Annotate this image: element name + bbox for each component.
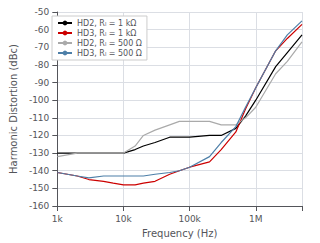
svg-text:-120: -120 [29,130,50,140]
svg-text:HD3, Rₗ = 1 kΩ: HD3, Rₗ = 1 kΩ [77,29,136,38]
svg-text:-50: -50 [35,7,50,17]
svg-text:-60: -60 [35,25,50,35]
svg-text:-90: -90 [35,78,50,88]
svg-text:Frequency (Hz): Frequency (Hz) [142,228,218,239]
svg-text:-110: -110 [29,113,50,123]
svg-text:HD3, Rₗ = 500 Ω: HD3, Rₗ = 500 Ω [77,49,142,58]
svg-text:-70: -70 [35,42,50,52]
svg-text:HD2, Rₗ = 1 kΩ: HD2, Rₗ = 1 kΩ [77,19,136,28]
svg-text:100k: 100k [178,214,201,224]
svg-text:10k: 10k [115,214,132,224]
svg-text:1k: 1k [52,214,64,224]
svg-text:-100: -100 [29,95,50,105]
svg-text:1M: 1M [249,214,263,224]
svg-text:-80: -80 [35,60,50,70]
svg-text:HD2, Rₗ = 500 Ω: HD2, Rₗ = 500 Ω [77,39,142,48]
svg-text:-130: -130 [29,148,50,158]
svg-text:Harmonic Distortion (dBc): Harmonic Distortion (dBc) [8,44,19,174]
svg-text:-150: -150 [29,183,50,193]
svg-text:-160: -160 [29,201,50,211]
svg-text:-140: -140 [29,166,50,176]
